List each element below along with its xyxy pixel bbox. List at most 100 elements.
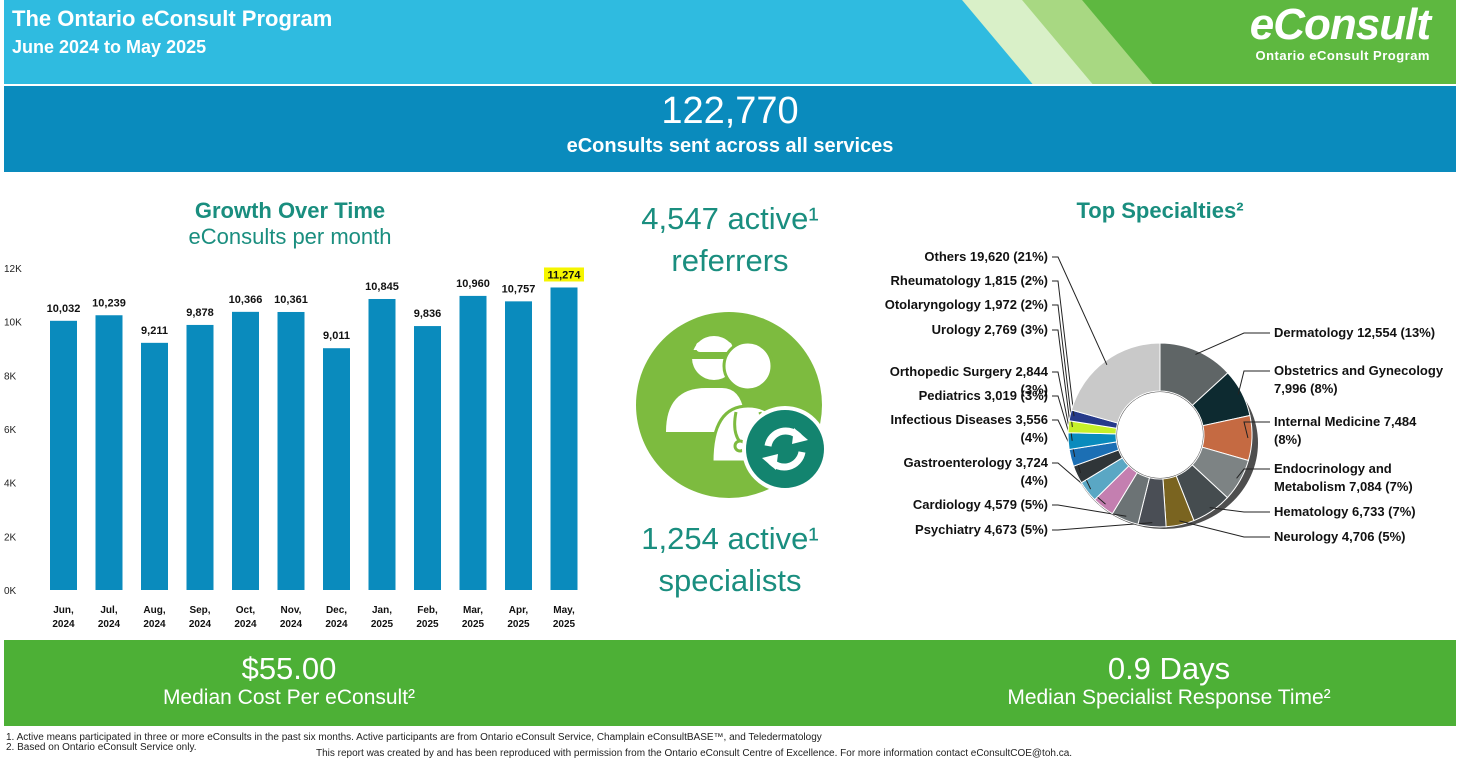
active-referrers-value: 4,547 active¹ [641,201,819,236]
bar [368,298,396,590]
total-econsults-value: 122,770 [661,90,799,132]
x-tick-label: 2024 [98,619,121,630]
bar-value-label: 10,757 [502,283,536,295]
x-tick-label: Mar, [463,605,483,616]
y-tick-label: 2K [4,532,17,543]
leader-line [1243,421,1270,439]
bar-value-label: 9,878 [186,307,214,319]
slice-label: Neurology 4,706 (5%) [1274,529,1406,544]
x-tick-label: 2024 [143,619,166,630]
growth-chart-subtitle: eConsults per month [188,224,392,249]
median-cost-stat: $55.00 Median Cost Per eConsult² [4,652,574,710]
bar-value-label: 10,361 [274,294,308,306]
econsult-logo: eConsult Ontario eConsult Program [1250,2,1431,64]
slice-label: (4%) [1021,430,1048,445]
slice-label: (8%) [1274,432,1301,447]
y-tick-label: 10K [4,318,22,329]
median-cost-value: $55.00 [241,651,337,686]
bar [550,287,578,590]
bar-value-label: 10,032 [47,303,81,315]
bar [505,301,532,590]
header-banner: The Ontario eConsult Program June 2024 t… [4,0,1456,84]
leader-line [1209,507,1270,513]
slice-label: Hematology 6,733 (7%) [1274,504,1416,519]
x-tick-label: Feb, [417,605,438,616]
y-tick-label: 4K [4,479,17,490]
x-tick-label: Jan, [372,605,392,616]
slice-label: Others 19,620 (21%) [924,249,1048,264]
credit-note: This report was created by and has been … [316,748,1073,759]
active-specialists-value: 1,254 active¹ [641,521,819,556]
page-title: The Ontario eConsult Program [12,6,333,31]
bar-value-label: 9,211 [141,325,168,337]
bar-value-label: 10,366 [229,294,263,306]
slice-label: Infectious Diseases 3,556 [890,412,1048,427]
bar-value-label: 10,960 [456,278,490,290]
active-referrers-label: referrers [671,243,789,278]
x-tick-label: Jul, [100,605,117,616]
y-tick-label: 6K [4,425,17,436]
leader-line [1237,370,1270,395]
slice-label: Endocrinology and [1274,461,1392,476]
x-tick-label: Dec, [326,605,347,616]
x-tick-label: Aug, [143,605,165,616]
bar-value-label: 10,239 [92,297,126,309]
leader-line [1052,280,1075,417]
footnote-1: 1. Active means participated in three or… [6,732,822,743]
x-tick-label: 2024 [234,619,257,630]
bar-value-label: 11,274 [547,269,581,281]
slice-label: Urology 2,769 (3%) [932,322,1048,337]
slice-label: Psychiatry 4,673 (5%) [915,522,1048,537]
slice-label: Orthopedic Surgery 2,844 [890,364,1049,379]
total-econsults-label: eConsults sent across all services [566,135,894,157]
bar [459,295,487,590]
slice-label: Rheumatology 1,815 (2%) [891,273,1049,288]
bar [323,348,350,590]
bar [414,326,441,590]
bar [50,320,77,590]
bar [277,311,305,590]
bar-value-label: 9,836 [414,308,442,320]
leader-line [1052,329,1073,441]
slice-label: Cardiology 4,579 (5%) [913,497,1048,512]
slice-label: Pediatrics 3,019 (3%) [919,388,1048,403]
bar-value-label: 10,845 [365,281,399,293]
slice-label: Dermatology 12,554 (13%) [1274,325,1435,340]
leader-line [1052,504,1127,517]
footnote-2: 2. Based on Ontario eConsult Service onl… [6,742,197,753]
x-tick-label: Oct, [236,605,256,616]
slice-label: Gastroenterology 3,724 [904,455,1049,470]
specialties-donut-chart: Dermatology 12,554 (13%) Obstetrics and G… [885,249,1444,544]
x-tick-label: Sep, [189,605,210,616]
slice-label: Obstetrics and Gynecology [1274,363,1444,378]
x-tick-label: 2025 [462,619,485,630]
x-tick-label: 2024 [280,619,303,630]
slice-label: (3%) [1021,382,1048,397]
x-tick-label: 2025 [507,619,530,630]
leader-line [1195,332,1270,355]
median-response-label: Median Specialist Response Time² [1007,686,1331,709]
leader-line [1052,522,1153,531]
leader-line [1236,468,1270,479]
refresh-icon [762,427,808,471]
total-econsults-banner: 122,770 eConsults sent across all servic… [4,86,1456,172]
slice-label: Otolaryngology 1,972 (2%) [885,297,1048,312]
bar [186,324,214,590]
slice-label: (4%) [1021,473,1048,488]
page-subtitle: June 2024 to May 2025 [12,37,207,57]
y-tick-label: 0K [4,586,17,597]
x-tick-label: May, [553,605,575,616]
x-tick-label: 2024 [52,619,75,630]
y-tick-label: 8K [4,371,17,382]
slice-label: 7,996 (8%) [1274,381,1338,396]
leader-line [1052,304,1073,428]
x-tick-label: 2024 [325,619,348,630]
x-tick-label: Nov, [281,605,302,616]
y-tick-label: 12K [4,264,22,275]
x-tick-label: 2024 [189,619,212,630]
slice-label: Metabolism 7,084 (7%) [1274,479,1413,494]
bar [232,311,259,590]
median-cost-label: Median Cost Per eConsult² [162,686,416,709]
active-specialists-label: specialists [658,563,802,598]
growth-bar-chart: 0K 2K 4K 6K 8K 10K 12K 10,032 Jun, 2024 10,239 Jul,… [4,264,584,630]
